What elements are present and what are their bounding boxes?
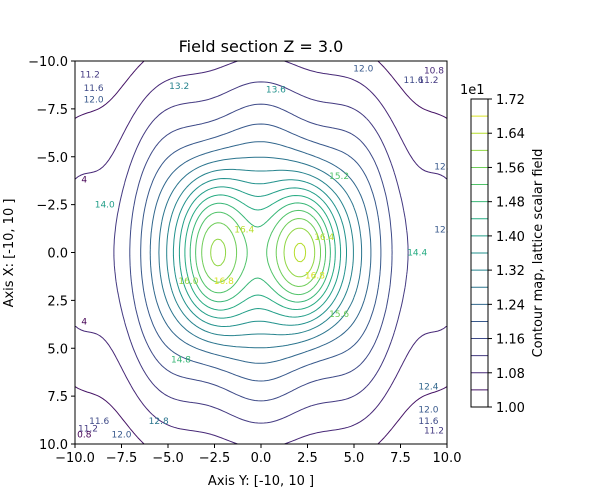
contour-label-16: 16.0 xyxy=(178,277,198,287)
x-tick-label-8: 10.0 xyxy=(433,451,462,466)
colorbar: 1.00 1.08 1.16 1.24 1.32 1.40 1.48 1.56 1.64 1.72 xyxy=(470,93,525,416)
colorbar-tick-label-4: 1.32 xyxy=(496,264,525,279)
y-axis-label: Axis X: [-10, 10 ] xyxy=(2,199,17,308)
contour-label-17: 16.8 xyxy=(214,277,234,287)
contour-label-13: 16.4 xyxy=(314,233,334,243)
colorbar-tick-label-1: 1.08 xyxy=(496,367,525,382)
x-tick-label-5: 2.5 xyxy=(297,451,318,466)
x-tick-label-1: −7.5 xyxy=(106,451,138,466)
contour-label-0: 11.2 xyxy=(80,70,100,80)
colorbar-multiplier: 1e1 xyxy=(460,83,485,98)
colorbar-tick-label-6: 1.48 xyxy=(496,196,525,211)
contour-level-2 xyxy=(74,60,448,445)
contour-level-13 xyxy=(195,209,327,296)
colorbar-tick-label-8: 1.64 xyxy=(496,127,525,142)
contour-label-7: 11.2 xyxy=(418,76,438,86)
chart-title: Field section Z = 3.0 xyxy=(179,37,344,56)
contour-label-15: 12. xyxy=(434,226,448,236)
y-axis: −10.0 −7.5 −5.0 −2.5 0.0 2.5 5.0 7.5 10.0 xyxy=(28,55,75,453)
contour-level-11 xyxy=(184,194,336,311)
contour-level-6 xyxy=(149,141,372,364)
contour-lines xyxy=(74,60,448,445)
x-tick-label-3: −2.5 xyxy=(199,451,231,466)
y-tick-label-2: −5.0 xyxy=(36,151,68,166)
contour-label-24: 11.2 xyxy=(424,427,444,437)
contour-level-1 xyxy=(74,60,448,445)
x-axis: −10.0 −7.5 −5.0 −2.5 0.0 2.5 5.0 7.5 10.0 xyxy=(55,444,461,466)
colorbar-tick-label-0: 1.00 xyxy=(496,401,525,416)
y-tick-label-3: −2.5 xyxy=(36,199,68,214)
colorbar-tick-label-9: 1.72 xyxy=(496,93,525,108)
contour-level-10 xyxy=(178,186,342,319)
contour-label-1: 11.6 xyxy=(84,84,104,94)
contour-label-9: 12. xyxy=(434,162,448,172)
contour-label-21: 12.4 xyxy=(418,383,438,393)
y-tick-label-5: 2.5 xyxy=(47,294,68,309)
x-tick-label-0: −10.0 xyxy=(55,451,95,466)
y-tick-label-0: −10.0 xyxy=(28,55,68,70)
contour-label-12: 16.4 xyxy=(234,226,254,236)
contour-label-4: 13.6 xyxy=(266,86,286,96)
y-tick-label-8: 10.0 xyxy=(39,438,68,453)
contour-level-16 xyxy=(293,242,307,263)
contour-level-12 xyxy=(189,202,331,303)
contour-labels: 11.211.612.013.2 13.612.011.611.210.812.1… xyxy=(77,65,448,441)
x-axis-label: Axis Y: [-10, 10 ] xyxy=(208,474,314,489)
contour-label-23: 11.6 xyxy=(418,417,438,427)
contour-label-31: 4 xyxy=(81,317,87,327)
contour-label-11: 14.0 xyxy=(95,201,115,211)
contour-label-30: 4 xyxy=(81,176,87,186)
contour-level-14 xyxy=(201,218,321,287)
x-tick-label-2: −5.0 xyxy=(152,451,184,466)
contour-label-25: 12.8 xyxy=(149,417,169,427)
colorbar-tick-label-7: 1.56 xyxy=(496,161,525,176)
colorbar-frame xyxy=(470,98,489,408)
contour-label-18: 16.8 xyxy=(305,271,325,281)
contour-level-9 xyxy=(172,178,347,327)
contour-label-19: 15.6 xyxy=(329,310,349,320)
colorbar-tick-label-3: 1.24 xyxy=(496,298,525,313)
x-tick-label-6: 5.0 xyxy=(344,451,365,466)
y-tick-label-7: 7.5 xyxy=(47,390,68,405)
contour-label-3: 13.2 xyxy=(169,82,189,92)
contour-label-8: 10.8 xyxy=(424,67,444,77)
contour-level-3 xyxy=(113,81,409,424)
contour-label-27: 11.6 xyxy=(89,417,109,427)
contour-level-4 xyxy=(129,103,393,402)
contour-level-8 xyxy=(166,168,354,337)
contour-label-5: 12.0 xyxy=(353,65,373,75)
plot-frame xyxy=(74,60,448,445)
x-tick-label-7: 7.5 xyxy=(390,451,411,466)
y-tick-label-6: 5.0 xyxy=(47,342,68,357)
colorbar-tick-label-5: 1.40 xyxy=(496,230,525,245)
contour-label-22: 12.0 xyxy=(418,406,438,416)
contour-level-7 xyxy=(158,156,363,349)
y-tick-label-4: 0.0 xyxy=(47,247,68,262)
contour-label-29: 0.8 xyxy=(77,430,92,440)
contour-label-14: 14.4 xyxy=(407,249,427,259)
colorbar-label: Contour map, lattice scalar field xyxy=(531,149,546,358)
colorbar-tick-label-2: 1.16 xyxy=(496,333,525,348)
contour-label-10: 15.2 xyxy=(329,172,349,182)
contour-label-28: 11.2 xyxy=(78,425,98,435)
y-tick-label-1: −7.5 xyxy=(36,103,68,118)
contour-label-26: 12.0 xyxy=(111,430,131,440)
contour-level-15 xyxy=(210,227,316,278)
contour-label-2: 12.0 xyxy=(84,95,104,105)
x-tick-label-4: 0.0 xyxy=(251,451,272,466)
contour-label-6: 11.6 xyxy=(403,76,423,86)
contour-label-20: 14.8 xyxy=(171,356,191,366)
contour-level-5 xyxy=(140,123,382,382)
